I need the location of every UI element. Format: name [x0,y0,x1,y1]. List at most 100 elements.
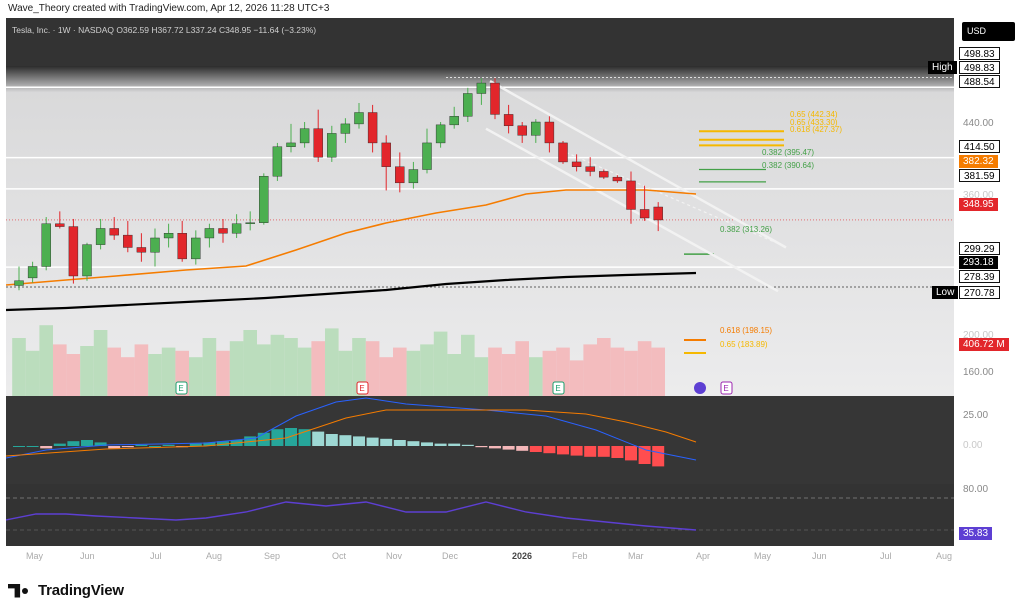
price-label-381: 381.59 [959,169,1000,182]
candle-body-16 [231,223,242,234]
macd-bar-19 [271,429,284,446]
fib-label-0382b: 0.382 (390.64) [762,161,815,170]
macd-bar-37 [516,446,529,451]
volume-bar-15 [216,350,230,396]
time-axis-label: Apr [696,551,711,561]
macd-bar-31 [434,443,447,446]
candle-body-4 [68,226,79,277]
volume-bar-8 [121,357,135,396]
earnings-label-1: E [359,384,364,393]
volume-bar-7 [107,347,121,396]
candle-body-32 [449,116,459,126]
rsi-value-label: 35.83 [959,527,993,540]
macd-bar-8 [121,446,134,448]
candle-body-22 [313,128,323,158]
candle-body-1 [27,266,38,279]
volume-bar-33 [461,334,475,396]
candle-body-35 [490,82,500,115]
volume-bar-28 [393,347,407,396]
time-axis-label: Aug [936,551,953,561]
macd-bar-9 [135,444,148,446]
volume-bar-20 [284,338,298,396]
time-axis-label: Jul [150,551,162,561]
price-label-high: 498.83 [959,61,1000,74]
candle-body-0 [14,280,24,286]
macd-bar-38 [529,446,542,452]
volume-bar-4 [66,354,81,396]
macd-bar-1 [26,446,39,447]
macd-bar-36 [502,446,515,450]
volume-tick-160: 160.00 [963,367,994,378]
candle-body-29 [408,169,419,184]
macd-bar-25 [353,436,365,446]
candle-body-18 [259,175,269,223]
volume-bar-27 [379,357,393,396]
macd-bar-20 [285,428,297,446]
ema-price-label: 382.32 [959,155,998,168]
macd-bar-45 [625,446,637,461]
volume-bar-46 [637,341,652,396]
price-label-high-top: 498.83 [959,47,1000,60]
macd-bar-13 [189,443,202,446]
macd-line [5,397,697,461]
volume-bar-41 [569,360,584,396]
macd-bar-5 [81,440,93,446]
candle-body-8 [123,234,133,248]
candle-body-7 [109,228,119,236]
candle-body-15 [218,228,228,234]
earnings-icon-0 [175,381,188,395]
volume-bar-3 [53,344,67,396]
fib-label-065a: 0.65 (442.34) [790,110,838,119]
price-label-488: 488.54 [959,75,1000,88]
macd-bar-46 [638,446,651,464]
macd-bar-40 [557,446,569,455]
macd-bar-6 [94,442,107,446]
dividend-icon [694,382,706,394]
macd-bar-47 [652,446,665,467]
volume-bar-6 [93,330,108,396]
macd-bar-33 [461,444,474,446]
time-axis-label: Jun [80,551,95,561]
tradingview-wordmark: TradingView [38,582,124,599]
fib-label-0382a: 0.382 (395.47) [762,148,815,157]
volume-bar-9 [134,344,149,396]
macd-bar-4 [67,441,80,446]
candle-body-39 [544,121,555,144]
volume-bar-10 [148,354,162,396]
volume-bar-1 [25,350,40,396]
last-price-label: 348.95 [959,198,998,211]
currency-button[interactable]: USD [962,22,1015,41]
candle-body-12 [177,233,187,260]
channel-mid [565,151,777,244]
volume-bar-23 [325,328,339,396]
axis-bg [6,546,954,566]
fib-label-0618a: 0.618 (427.37) [790,125,843,134]
candle-body-27 [381,142,391,167]
macd-bar-30 [421,442,433,446]
high-tag: High [928,61,957,74]
ema-line [5,189,697,286]
macd-bar-41 [570,446,583,456]
candle-body-13 [191,237,201,260]
macd-bar-28 [393,440,406,446]
volume-bar-14 [202,338,217,396]
macd-bar-3 [53,443,66,446]
symbol-info: Tesla, Inc. · 1W · NASDAQ O362.59 H367.7… [12,25,317,35]
price-tick-360: 360.00 [963,190,994,201]
volume-bar-47 [651,347,665,396]
macd-bar-22 [312,431,325,446]
macd-bar-0 [13,446,25,447]
volume-bar-22 [311,341,325,396]
tradingview-logo: TradingView [8,582,124,599]
rsi-pane-bg [6,484,954,546]
time-axis-label: Jul [880,551,892,561]
macd-bar-21 [298,429,311,446]
price-label-278: 278.39 [959,270,1000,283]
candle-body-46 [639,209,650,219]
candle-body-40 [558,142,568,163]
candle-body-25 [354,112,364,125]
volume-bar-43 [597,338,611,396]
macd-bar-7 [108,446,121,449]
fib-label-0382c: 0.382 (313.26) [720,225,773,234]
